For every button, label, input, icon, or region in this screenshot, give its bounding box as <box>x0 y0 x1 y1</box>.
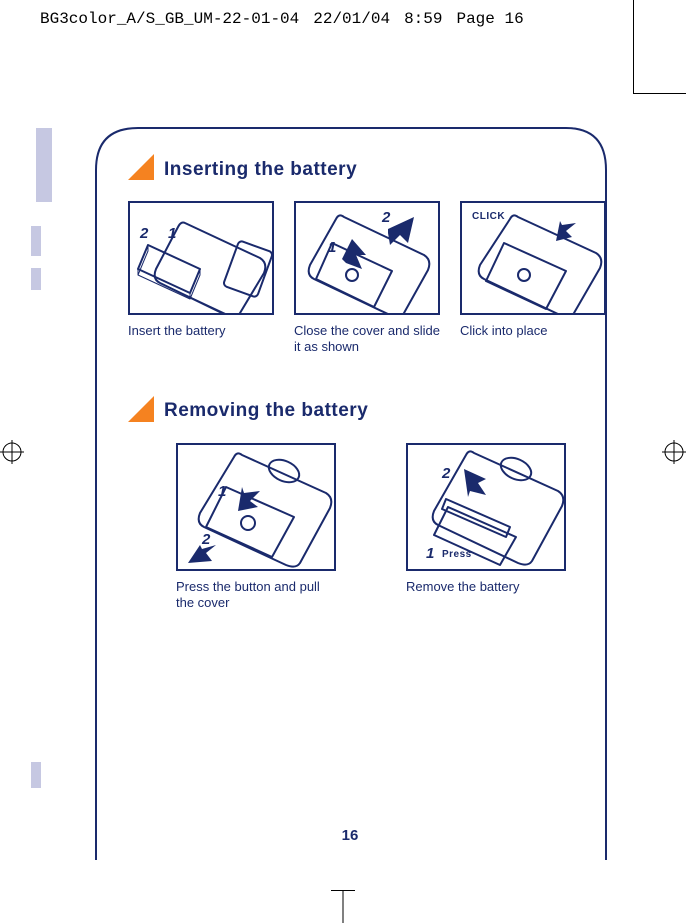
registration-mark <box>0 440 24 464</box>
step-number: 2 <box>202 531 210 548</box>
figure-caption: Click into place <box>460 323 606 339</box>
triangle-icon <box>128 154 154 185</box>
step-number: 2 <box>382 209 390 226</box>
press-label: Press <box>442 549 472 560</box>
figure-close-cover: 1 2 Close the cover and slide it as show… <box>294 201 440 356</box>
figure-caption: Press the button and pull the cover <box>176 579 336 612</box>
header-date: 22/01/04 <box>313 10 390 28</box>
section-heading-remove: Removing the battery <box>128 396 600 427</box>
triangle-icon <box>128 396 154 427</box>
remove-figures: 1 2 Press the button and pull the cover <box>176 443 600 612</box>
header-page: Page 16 <box>456 10 523 28</box>
figure-caption: Insert the battery <box>128 323 274 339</box>
figure-remove-battery: 2 1 Press Remove the battery <box>406 443 566 612</box>
step-number: 2 <box>442 465 450 482</box>
section-heading-insert: Inserting the battery <box>128 154 600 185</box>
step-number: 1 <box>218 483 226 500</box>
side-tab <box>31 762 41 788</box>
figure-caption: Close the cover and slide it as shown <box>294 323 440 356</box>
page-content: Inserting the battery <box>100 128 600 852</box>
registration-mark <box>662 440 686 464</box>
figure-caption: Remove the battery <box>406 579 566 595</box>
side-tab <box>31 268 41 290</box>
page-number: 16 <box>342 827 359 844</box>
crop-mark <box>633 0 634 94</box>
crop-mark <box>343 891 344 923</box>
header-time: 8:59 <box>404 10 442 28</box>
step-number: 1 <box>168 225 176 242</box>
step-number: 1 <box>426 545 434 562</box>
click-label: CLICK <box>472 211 505 222</box>
step-number: 1 <box>328 239 336 256</box>
header-filename: BG3color_A/S_GB_UM-22-01-04 <box>40 10 299 28</box>
section-title-text: Removing the battery <box>164 400 368 422</box>
crop-mark <box>331 890 355 891</box>
figure-click-place: CLICK Click into place <box>460 201 606 356</box>
side-tab <box>31 226 41 256</box>
figure-press-pull: 1 2 Press the button and pull the cover <box>176 443 336 612</box>
side-tab <box>36 128 52 202</box>
print-header: BG3color_A/S_GB_UM-22-01-04 22/01/04 8:5… <box>40 10 646 28</box>
section-title-text: Inserting the battery <box>164 159 357 181</box>
crop-mark <box>633 93 686 94</box>
insert-figures: 2 1 Insert the battery <box>128 201 600 356</box>
step-number: 2 <box>140 225 148 242</box>
figure-insert-battery: 2 1 Insert the battery <box>128 201 274 356</box>
